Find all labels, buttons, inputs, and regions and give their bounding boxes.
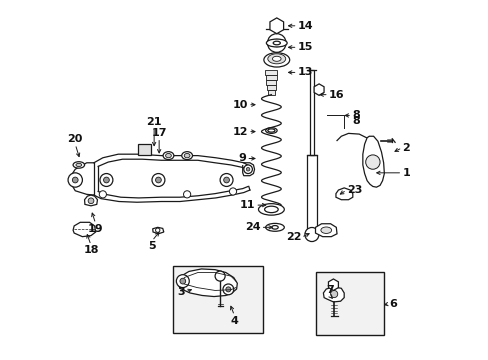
Ellipse shape bbox=[73, 162, 84, 168]
Ellipse shape bbox=[273, 41, 280, 45]
Circle shape bbox=[68, 173, 82, 187]
Polygon shape bbox=[315, 224, 336, 237]
Polygon shape bbox=[269, 18, 283, 34]
Circle shape bbox=[341, 192, 346, 197]
Text: 22: 22 bbox=[285, 232, 301, 242]
Circle shape bbox=[246, 167, 249, 171]
Ellipse shape bbox=[182, 152, 192, 159]
Text: 16: 16 bbox=[328, 90, 344, 100]
Polygon shape bbox=[84, 195, 97, 206]
Text: 11: 11 bbox=[239, 200, 255, 210]
Ellipse shape bbox=[320, 227, 331, 233]
Ellipse shape bbox=[76, 163, 81, 167]
Polygon shape bbox=[335, 188, 352, 200]
Bar bbox=[173, 266, 263, 333]
Circle shape bbox=[72, 177, 78, 183]
Circle shape bbox=[223, 177, 229, 183]
Text: 9: 9 bbox=[238, 153, 246, 163]
Bar bbox=[267, 90, 275, 95]
Ellipse shape bbox=[267, 129, 274, 132]
Circle shape bbox=[183, 191, 190, 198]
Ellipse shape bbox=[165, 153, 171, 158]
Circle shape bbox=[176, 275, 189, 288]
Text: 24: 24 bbox=[244, 222, 260, 232]
Circle shape bbox=[330, 291, 337, 298]
Circle shape bbox=[225, 287, 230, 292]
Ellipse shape bbox=[163, 152, 174, 159]
Ellipse shape bbox=[272, 56, 281, 61]
Polygon shape bbox=[362, 136, 384, 187]
Circle shape bbox=[215, 271, 224, 281]
Text: 18: 18 bbox=[83, 245, 99, 255]
Text: 10: 10 bbox=[232, 100, 247, 110]
Text: 21: 21 bbox=[146, 117, 162, 127]
Bar bbox=[266, 80, 276, 85]
Circle shape bbox=[152, 174, 164, 186]
Text: 14: 14 bbox=[297, 21, 312, 31]
Circle shape bbox=[99, 191, 106, 198]
Text: 23: 23 bbox=[346, 185, 361, 195]
Text: 12: 12 bbox=[232, 127, 247, 136]
Ellipse shape bbox=[258, 204, 284, 215]
Ellipse shape bbox=[265, 128, 277, 134]
Text: 1: 1 bbox=[402, 168, 409, 178]
Ellipse shape bbox=[271, 226, 278, 229]
Circle shape bbox=[223, 284, 233, 295]
Bar bbox=[309, 69, 313, 155]
Ellipse shape bbox=[267, 54, 285, 64]
Ellipse shape bbox=[266, 39, 286, 47]
Text: 8: 8 bbox=[352, 116, 360, 126]
Bar bbox=[137, 144, 150, 155]
Circle shape bbox=[273, 40, 280, 46]
Text: 3: 3 bbox=[177, 287, 185, 297]
Circle shape bbox=[88, 198, 94, 204]
Circle shape bbox=[155, 177, 161, 183]
Text: 19: 19 bbox=[88, 224, 103, 234]
Bar bbox=[306, 155, 316, 234]
Text: 5: 5 bbox=[148, 241, 156, 251]
Text: 7: 7 bbox=[325, 285, 333, 296]
Circle shape bbox=[304, 228, 318, 242]
Circle shape bbox=[103, 177, 109, 183]
Circle shape bbox=[100, 174, 113, 186]
Polygon shape bbox=[73, 222, 96, 237]
Polygon shape bbox=[328, 279, 338, 291]
Text: 4: 4 bbox=[230, 316, 238, 325]
Bar bbox=[316, 272, 383, 335]
Text: 2: 2 bbox=[402, 143, 409, 153]
Ellipse shape bbox=[265, 224, 284, 231]
Circle shape bbox=[244, 165, 252, 174]
Text: 17: 17 bbox=[151, 128, 166, 138]
Ellipse shape bbox=[264, 53, 289, 67]
Text: 13: 13 bbox=[297, 67, 312, 77]
Bar bbox=[265, 75, 276, 80]
Polygon shape bbox=[323, 287, 344, 302]
Ellipse shape bbox=[264, 206, 278, 213]
Circle shape bbox=[220, 174, 233, 186]
Text: 8: 8 bbox=[351, 111, 359, 121]
Polygon shape bbox=[152, 227, 163, 234]
Text: 6: 6 bbox=[389, 299, 397, 309]
Circle shape bbox=[365, 155, 379, 169]
Text: 15: 15 bbox=[297, 42, 312, 52]
Ellipse shape bbox=[184, 153, 190, 158]
Circle shape bbox=[229, 188, 236, 195]
Text: 20: 20 bbox=[67, 134, 83, 144]
Polygon shape bbox=[178, 269, 237, 297]
Bar bbox=[266, 85, 275, 90]
Bar bbox=[265, 70, 277, 75]
Polygon shape bbox=[313, 84, 324, 95]
Circle shape bbox=[180, 278, 185, 284]
